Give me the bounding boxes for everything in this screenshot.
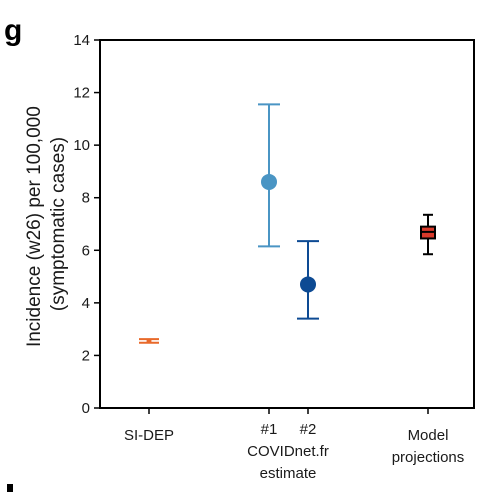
y-tick-label: 10 bbox=[73, 137, 90, 154]
data-marks bbox=[139, 103, 436, 344]
y-axis-title: Incidence (w26) per 100,000 (symptomatic… bbox=[24, 101, 69, 347]
y-tick-label: 2 bbox=[82, 347, 90, 364]
y-tick-label: 0 bbox=[82, 400, 90, 417]
y-axis: 0 2 4 6 8 10 12 14 bbox=[73, 32, 100, 417]
x-category-label: projections bbox=[392, 449, 465, 466]
x-sub-label: #1 bbox=[261, 421, 278, 438]
x-category-label: Model bbox=[408, 427, 449, 444]
panel-label: g bbox=[4, 14, 22, 47]
plot-area-frame bbox=[99, 39, 475, 409]
y-tick-label: 8 bbox=[82, 190, 90, 207]
data-point bbox=[261, 173, 277, 190]
x-category-label: SI-DEP bbox=[124, 427, 174, 444]
y-tick-label: 4 bbox=[82, 295, 90, 312]
x-category-label: COVIDnet.fr bbox=[247, 443, 329, 460]
errorbar-point bbox=[297, 240, 319, 320]
y-tick-label: 14 bbox=[73, 32, 90, 49]
x-sub-label: #2 bbox=[300, 421, 317, 438]
y-axis-title-line-2: (symptomatic cases) bbox=[48, 137, 69, 311]
y-tick-label: 6 bbox=[82, 242, 90, 259]
errorbar-point bbox=[258, 103, 280, 248]
data-point bbox=[146, 338, 152, 344]
errorbar-point bbox=[139, 338, 159, 344]
data-point bbox=[300, 276, 316, 293]
y-tick-label: 12 bbox=[73, 85, 90, 102]
x-axis: #1 #2 SI-DEP COVIDnet.fr estimate Model projec… bbox=[124, 408, 464, 482]
corner-mark bbox=[7, 484, 13, 492]
box-plot bbox=[420, 213, 436, 256]
y-axis-title-line-1: Incidence (w26) per 100,000 bbox=[24, 106, 45, 347]
x-category-label: estimate bbox=[260, 465, 317, 482]
